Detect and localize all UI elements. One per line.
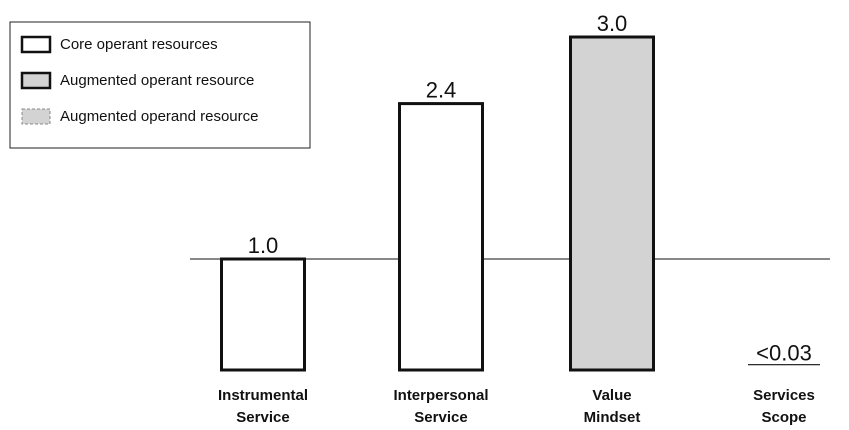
x-tick-label: Instrumental <box>218 387 308 404</box>
x-tick-label: Service <box>414 409 467 426</box>
x-tick-label: Interpersonal <box>393 387 488 404</box>
legend-swatch <box>20 35 52 54</box>
legend-swatch <box>21 108 51 125</box>
legend-label: Augmented operant resource <box>60 72 254 89</box>
value-label: <0.03 <box>756 341 812 366</box>
bar <box>220 257 306 372</box>
value-label: 1.0 <box>248 233 279 258</box>
bar <box>569 35 655 372</box>
x-tick-label: Mindset <box>584 409 641 426</box>
legend-label: Augmented operand resource <box>60 108 258 125</box>
bar <box>398 102 484 372</box>
x-tick-label: Service <box>236 409 289 426</box>
legend-swatch <box>20 71 52 90</box>
value-label: 2.4 <box>426 78 457 103</box>
x-tick-label: Services <box>753 387 815 404</box>
x-tick-label: Scope <box>761 409 806 426</box>
value-label: 3.0 <box>597 11 628 36</box>
legend-box <box>9 21 311 149</box>
legend-label: Core operant resources <box>60 36 218 53</box>
x-tick-label: Value <box>592 387 631 404</box>
